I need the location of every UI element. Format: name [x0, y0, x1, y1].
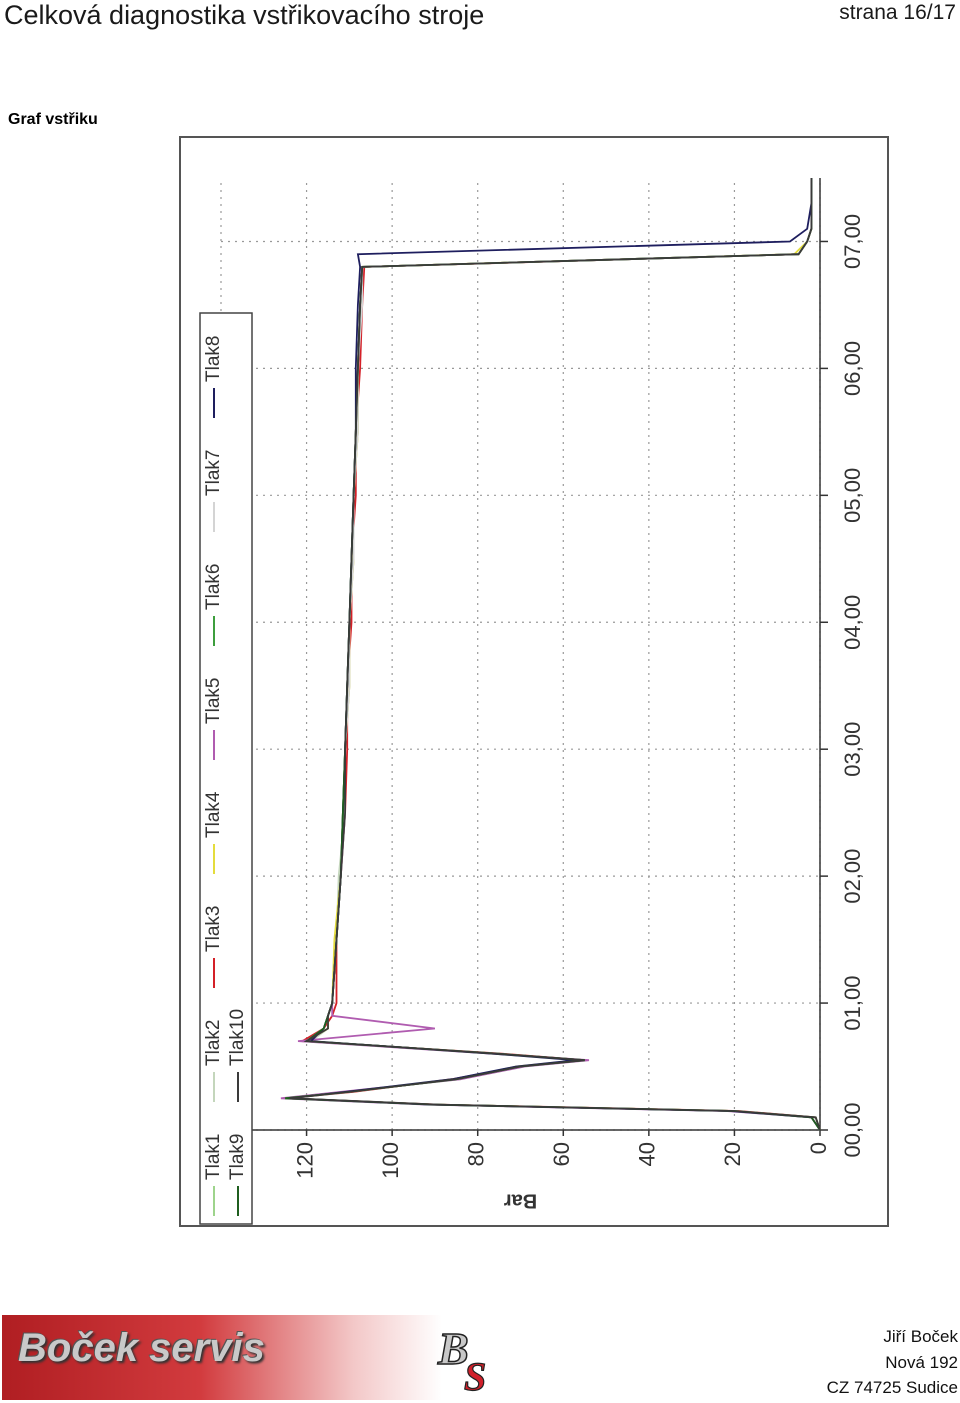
address-line: CZ 74725 Sudice	[826, 1378, 958, 1397]
y-tick-label: 100	[378, 1142, 403, 1179]
legend-label: Tlak7	[203, 450, 224, 496]
x-tick-label: 05,00	[840, 468, 865, 523]
y-tick-label: 40	[635, 1142, 660, 1166]
page-number: strana 16/17	[839, 1, 956, 24]
legend-label: Tlak10	[227, 1009, 248, 1066]
legend-label: Tlak3	[203, 906, 224, 952]
legend-label: Tlak2	[203, 1020, 224, 1066]
y-tick-label: 60	[549, 1142, 574, 1166]
y-tick-label: 0	[806, 1142, 831, 1154]
address-line: Jiří Boček	[883, 1327, 958, 1346]
y-tick-label: 80	[464, 1142, 489, 1166]
legend-label: Tlak5	[203, 678, 224, 724]
section-title: Graf vstřiku	[8, 111, 98, 128]
legend-label: Tlak8	[203, 336, 224, 382]
footer-banner	[2, 1315, 442, 1400]
address-line: Nová 192	[885, 1352, 958, 1372]
brand-name: Boček servis	[18, 1326, 265, 1370]
x-tick-label: 06,00	[840, 341, 865, 396]
x-tick-label: 01,00	[840, 976, 865, 1031]
x-tick-label: 07,00	[840, 214, 865, 269]
legend-label: Tlak4	[203, 791, 224, 838]
logo: B S	[436, 1322, 487, 1398]
series-line	[289, 178, 821, 1131]
logo-letter: S	[464, 1354, 486, 1398]
x-tick-label: 02,00	[840, 849, 865, 904]
logo-letter: B	[437, 1323, 469, 1374]
x-tick-label: 03,00	[840, 722, 865, 777]
legend-label: Tlak6	[203, 564, 224, 610]
legend-box	[199, 312, 253, 1225]
x-tick-label: 04,00	[840, 595, 865, 650]
legend-label: Tlak1	[203, 1134, 224, 1180]
y-tick-label: 20	[720, 1142, 745, 1166]
rotated-chart: 02040608010012014000,0001,0002,0003,0004…	[179, 136, 889, 1227]
x-tick-label: 00,00	[840, 1102, 865, 1157]
legend-label: Tlak9	[227, 1134, 248, 1180]
y-tick-label: 120	[292, 1142, 317, 1179]
chart-frame	[179, 136, 889, 1227]
address: Jiří Boček Nová 192 CZ 74725 Sudice	[827, 1324, 958, 1401]
y-axis-label: Bar	[504, 1190, 538, 1212]
document-title: Celková diagnostika vstřikovacího stroje	[4, 0, 485, 30]
